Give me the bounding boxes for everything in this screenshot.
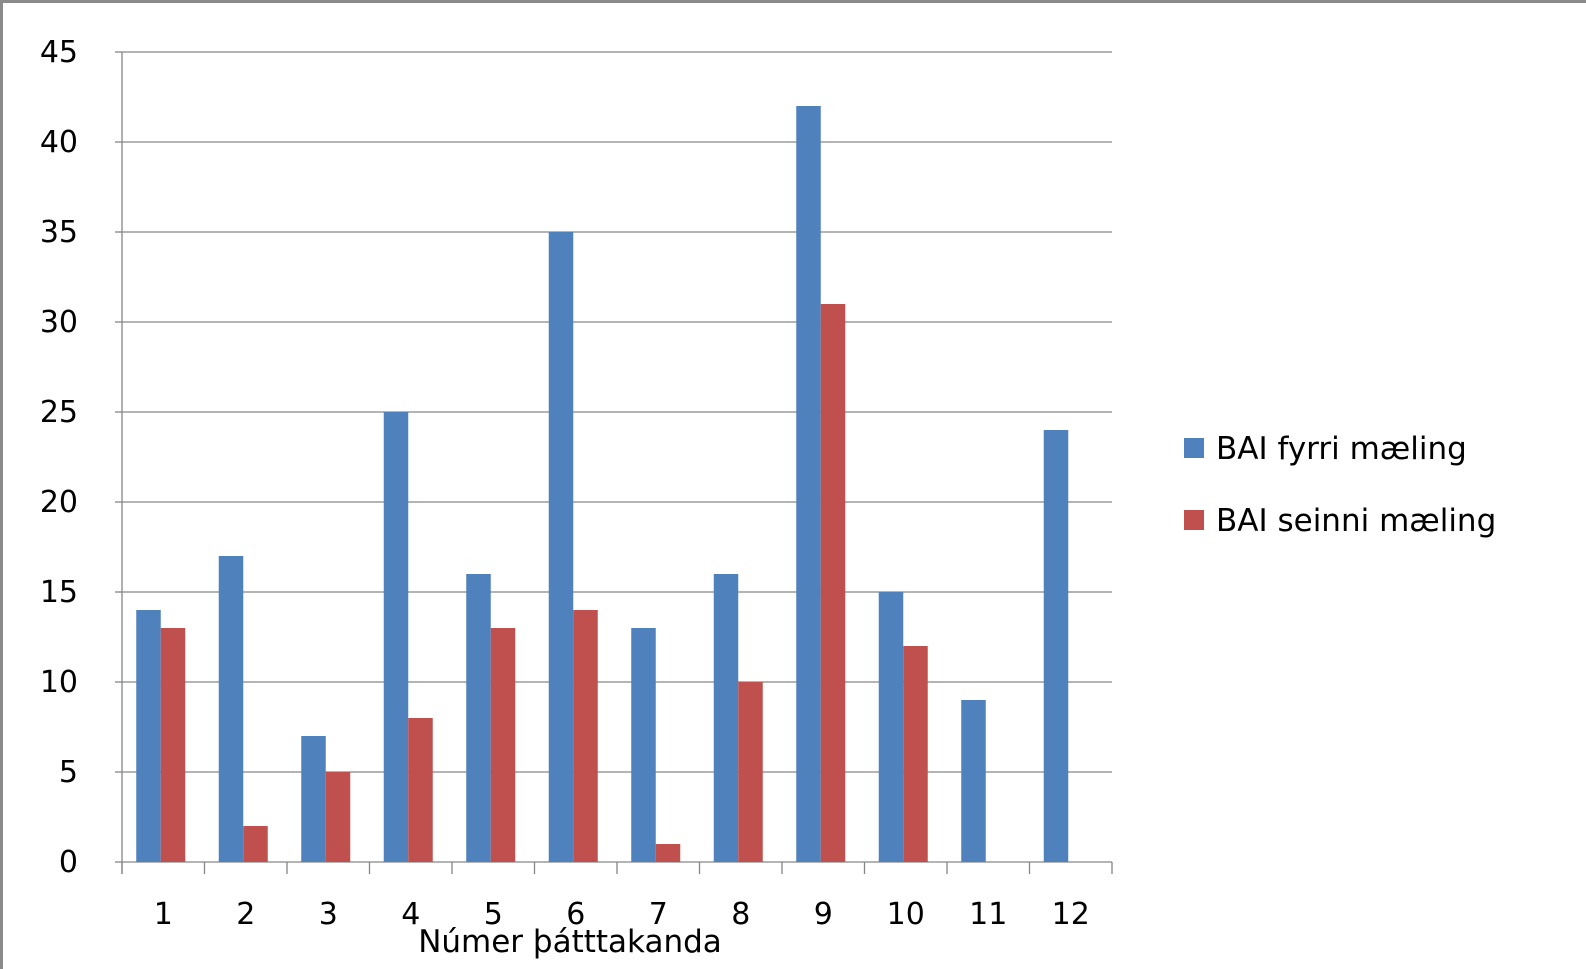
bar-series-2-cat-7: [655, 844, 681, 862]
bar-series-2-cat-10: [903, 646, 928, 862]
y-tick-label: 10: [40, 665, 78, 700]
bar-series-2-cat-1: [160, 628, 186, 862]
x-tick-label: 12: [1052, 897, 1090, 932]
x-tick-label: 8: [731, 897, 750, 932]
y-tick-label: 0: [59, 845, 78, 880]
x-tick-label: 5: [484, 897, 503, 932]
bar-series-1-cat-8: [713, 574, 739, 862]
bar-series-2-cat-6: [573, 610, 598, 862]
legend: BAI fyrri mæling BAI seinni mæling: [1184, 431, 1496, 539]
y-tick-label: 20: [40, 485, 78, 520]
y-tick-label: 45: [40, 35, 78, 70]
x-tick-labels: 1 2 3 4 5 6 7 8 9 10 11 12: [154, 897, 1090, 932]
bar-series-1-cat-3: [301, 736, 326, 862]
x-tick-label: 10: [887, 897, 925, 932]
bar-series-2-cat-3: [325, 772, 351, 862]
y-tick-label: 5: [59, 755, 78, 790]
bar-series-2-cat-2: [243, 826, 268, 862]
legend-swatch: [1184, 438, 1204, 458]
y-tick-label: 15: [40, 575, 78, 610]
gridlines: [122, 51, 1112, 773]
y-tick-label: 25: [40, 395, 78, 430]
bar-series-2-cat-8: [738, 682, 763, 862]
bar-series-1-cat-7: [631, 628, 656, 862]
x-tick-label: 1: [154, 897, 173, 932]
bar-series-1-cat-1: [136, 610, 161, 862]
axes: [115, 51, 1113, 874]
bar-series-2-cat-5: [490, 628, 516, 862]
bar-series-1-cat-9: [796, 106, 821, 862]
x-tick-label: 7: [649, 897, 668, 932]
x-tick-label: 2: [236, 897, 255, 932]
x-tick-label: 9: [814, 897, 833, 932]
x-tick-label: 11: [969, 897, 1007, 932]
x-tick-label: 3: [319, 897, 338, 932]
x-tick-label: 4: [401, 897, 420, 932]
bar-series-1-cat-6: [548, 232, 574, 862]
legend-label: BAI seinni mæling: [1216, 503, 1496, 539]
bar-series-1-cat-11: [961, 700, 986, 862]
bar-series-1-cat-12: [1043, 430, 1069, 862]
x-axis-title: Númer þátttakanda: [418, 924, 722, 960]
y-tick-label: 30: [40, 305, 78, 340]
bar-series-1-cat-5: [466, 574, 491, 862]
legend-label: BAI fyrri mæling: [1216, 431, 1467, 467]
legend-swatch: [1184, 510, 1204, 530]
y-tick-labels: 0 5 10 15 20 25 30 35 40 45: [40, 35, 78, 880]
bar-series-1-cat-10: [878, 592, 904, 862]
bar-series-2-cat-9: [820, 304, 846, 862]
bar-series-1-cat-2: [218, 556, 244, 862]
x-tick-label: 6: [566, 897, 585, 932]
bar-series-2-cat-4: [408, 718, 433, 862]
bar-series-1-cat-4: [383, 412, 409, 862]
bars: [136, 106, 1069, 862]
y-tick-label: 40: [40, 125, 78, 160]
y-tick-label: 35: [40, 215, 78, 250]
